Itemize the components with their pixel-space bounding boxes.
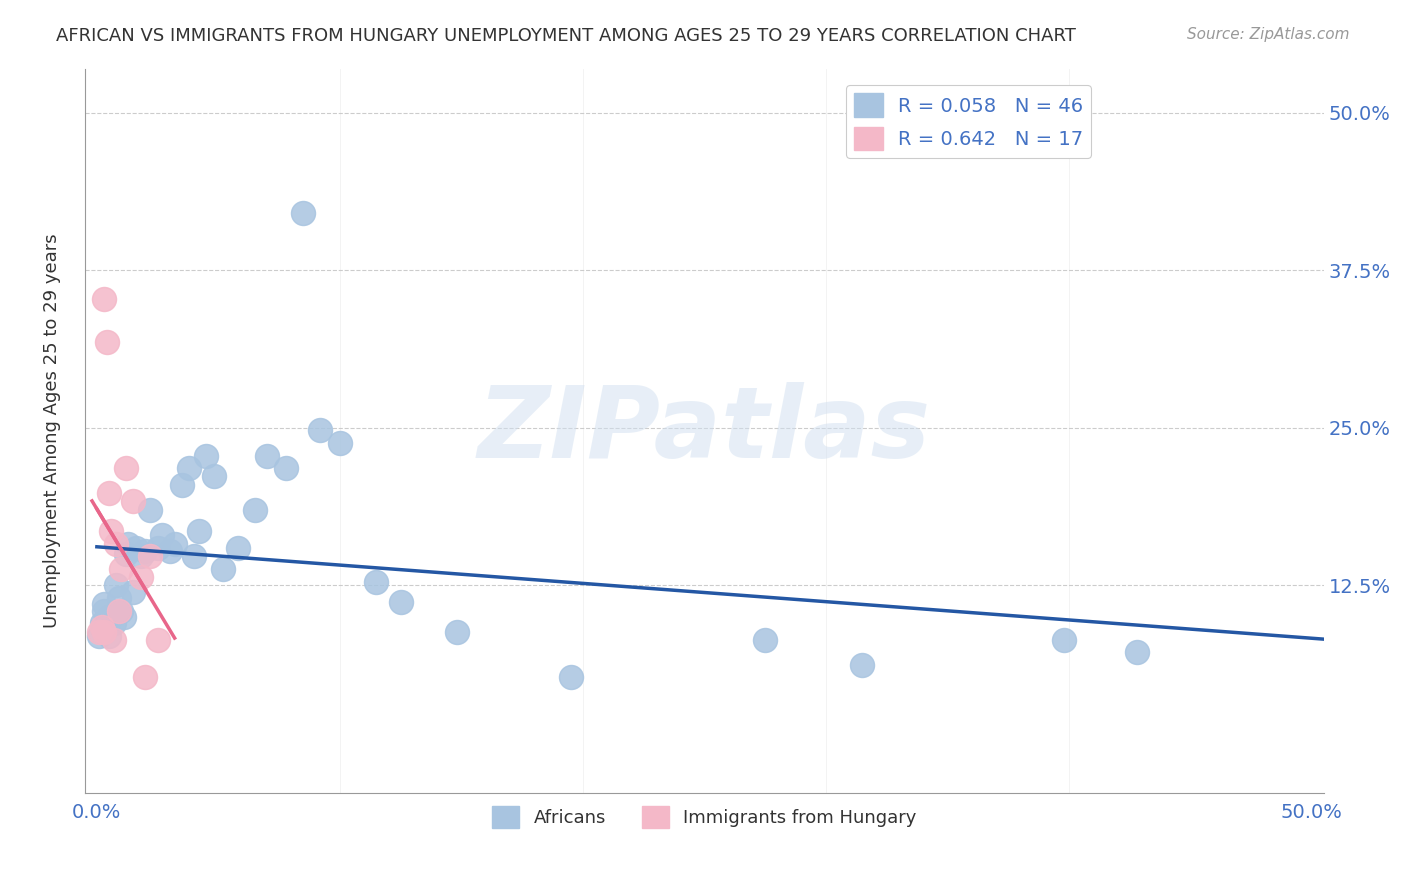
Point (139, 549, 162, 564)
Point (100, 610, 122, 624)
Point (851, 657, 873, 672)
Point (112, 610, 135, 624)
Point (1126, 645, 1149, 659)
Point (103, 616, 125, 631)
Point (226, 541, 249, 555)
Point (115, 547, 138, 561)
Point (146, 632, 169, 647)
Point (276, 461, 298, 475)
Text: Source: ZipAtlas.com: Source: ZipAtlas.com (1187, 27, 1350, 42)
Point (100, 524, 122, 538)
Text: ZIPatlas: ZIPatlas (478, 383, 931, 479)
Point (93, 597, 115, 611)
Point (129, 549, 152, 564)
Text: AFRICAN VS IMMIGRANTS FROM HUNGARY UNEMPLOYMENT AMONG AGES 25 TO 29 YEARS CORREL: AFRICAN VS IMMIGRANTS FROM HUNGARY UNEMP… (56, 27, 1076, 45)
Point (389, 595, 412, 609)
Point (96, 334, 118, 349)
Point (107, 591, 129, 605)
Point (139, 502, 162, 516)
Point (179, 461, 201, 475)
Point (107, 603, 129, 617)
Point (103, 632, 125, 647)
Point (446, 625, 468, 640)
Point (90, 616, 112, 631)
Point (152, 528, 174, 542)
Point (117, 537, 139, 551)
Point (170, 477, 193, 491)
Point (110, 603, 132, 617)
Legend: Africans, Immigrants from Hungary: Africans, Immigrants from Hungary (485, 798, 924, 835)
Point (89, 629, 111, 643)
Point (98, 610, 121, 624)
Point (98, 629, 121, 643)
Point (122, 494, 145, 508)
Point (560, 670, 582, 684)
Point (105, 578, 128, 592)
Point (212, 562, 235, 576)
Point (243, 502, 266, 516)
Point (129, 569, 152, 583)
Point (98, 486, 121, 500)
Point (366, 574, 388, 589)
Point (105, 537, 128, 551)
Point (329, 436, 352, 450)
Point (202, 468, 225, 483)
Point (187, 524, 209, 538)
Point (309, 423, 332, 437)
Point (89, 625, 111, 640)
Point (256, 449, 278, 463)
Point (159, 544, 181, 558)
Point (183, 549, 205, 564)
Point (134, 544, 156, 558)
Point (93, 603, 115, 617)
Point (163, 537, 186, 551)
Y-axis label: Unemployment Among Ages 25 to 29 years: Unemployment Among Ages 25 to 29 years (44, 234, 60, 628)
Point (122, 584, 145, 599)
Point (110, 562, 132, 576)
Point (1053, 632, 1076, 647)
Point (195, 449, 218, 463)
Point (134, 670, 156, 684)
Point (96, 616, 118, 631)
Point (125, 541, 148, 555)
Point (292, 206, 315, 220)
Point (115, 461, 138, 475)
Point (146, 541, 169, 555)
Point (754, 632, 776, 647)
Point (93, 292, 115, 306)
Point (93, 625, 115, 640)
Point (90, 620, 112, 634)
